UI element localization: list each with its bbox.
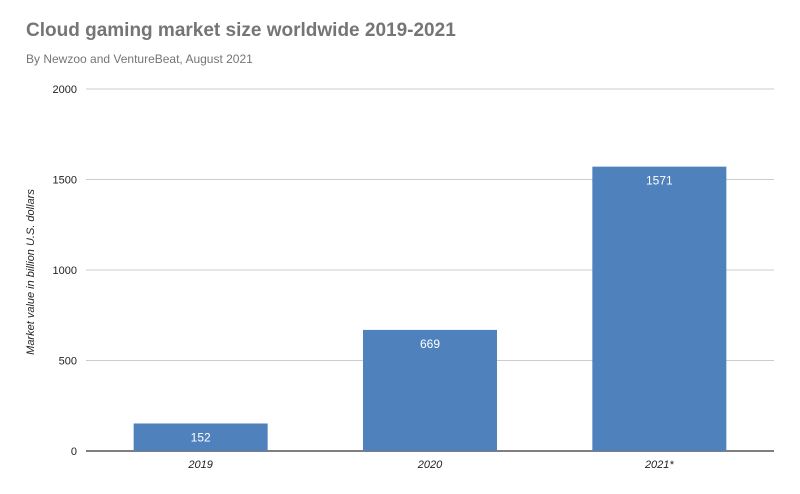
x-tick-label: 2020 [417,459,443,471]
x-axis-ticks: 2019 2020 2021* [187,459,674,471]
bar [133,423,268,451]
chart-title: Cloud gaming market size worldwide 2019-… [26,20,456,41]
bar-value-label: 152 [191,430,211,444]
y-tick-label: 0 [71,446,77,458]
x-tick-label: 2021* [644,459,674,471]
y-axis-ticks: 0 500 1000 1500 2000 [53,84,77,458]
bars [133,166,727,452]
y-tick-label: 1500 [53,175,77,187]
bar-value-label: 669 [420,337,440,351]
x-tick-label: 2019 [187,459,212,471]
y-axis-label: Market value in billion U.S. dollars [25,189,37,355]
bar-value-label: 1571 [646,174,673,188]
y-tick-label: 1000 [53,265,77,277]
bar [363,329,497,451]
y-tick-label: 500 [59,356,77,368]
bar [592,166,727,452]
chart-subtitle: By Newzoo and VentureBeat, August 2021 [26,52,253,66]
y-tick-label: 2000 [53,84,77,96]
data-labels: 152 669 1571 [191,174,673,445]
